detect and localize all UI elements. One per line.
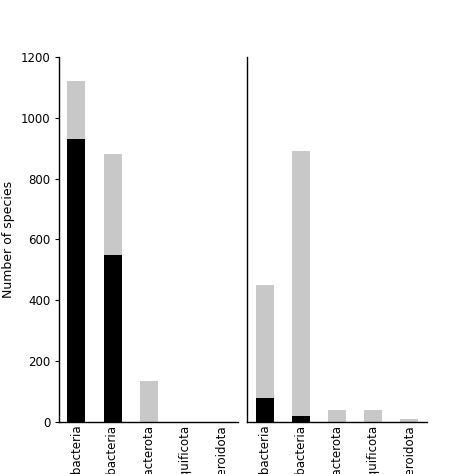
Bar: [255, 398, 273, 422]
Bar: [364, 410, 382, 422]
Bar: [255, 285, 273, 422]
Bar: [104, 255, 122, 422]
Bar: [401, 419, 419, 422]
Bar: [328, 410, 346, 422]
Bar: [292, 416, 310, 422]
Bar: [140, 381, 158, 422]
Bar: [67, 139, 85, 422]
Bar: [104, 154, 122, 422]
Y-axis label: Number of species: Number of species: [2, 181, 15, 298]
Bar: [67, 81, 85, 422]
Bar: [292, 151, 310, 422]
